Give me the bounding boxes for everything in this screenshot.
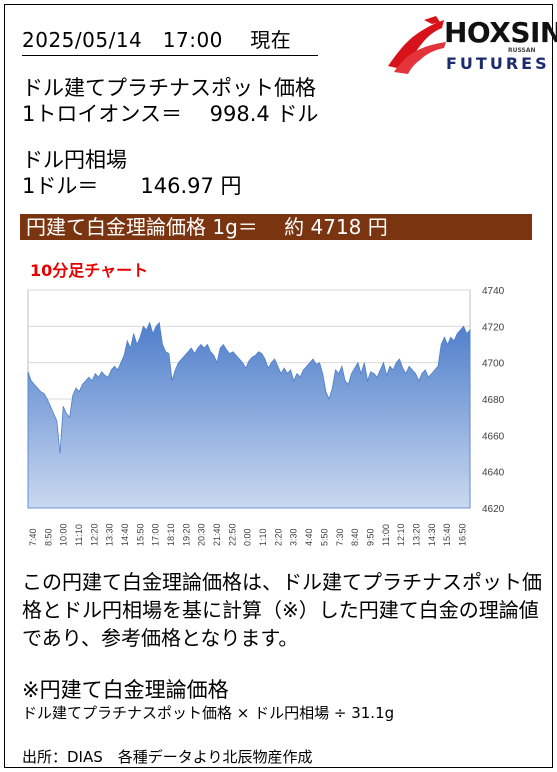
y-tick-label: 4720	[482, 322, 505, 333]
x-tick-label: 14:30	[427, 523, 437, 546]
x-tick-label: 11:00	[381, 524, 391, 546]
logo-name: HOXSIN	[444, 16, 557, 49]
x-tick-label: 8:40	[350, 528, 360, 546]
formula-text: ドル建てプラチナスポット価格 × ドル円相場 ÷ 31.1g	[22, 704, 395, 722]
fx-rate: 1ドル＝ 146.97 円	[22, 174, 242, 198]
description-text: この円建て白金理論価格は、ドル建てプラチナスポット価格とドル円相場を基に計算（※…	[22, 570, 542, 650]
x-tick-label: 10:00	[59, 523, 69, 546]
logo-small-text: RUSSAN	[508, 47, 536, 54]
y-tick-label: 4660	[482, 431, 505, 442]
x-tick-label: 7:40	[28, 528, 38, 546]
x-tick-label: 9:50	[365, 528, 375, 546]
x-tick-label: 1:10	[258, 528, 268, 546]
x-tick-label: 0:00	[243, 528, 253, 546]
y-tick-label: 4620	[482, 504, 505, 515]
x-tick-label: 8:50	[43, 528, 53, 546]
x-tick-label: 5:50	[319, 528, 329, 546]
x-tick-label: 18:10	[166, 523, 176, 546]
price-area-series	[27, 321, 471, 509]
datetime-label: 2025/05/14 17:00 現在	[22, 24, 318, 56]
chart-title: 10分足チャート	[30, 261, 149, 280]
x-tick-label: 16:50	[457, 523, 467, 546]
price-chart: 4620 4640 4660 4680 4700 4720 4740 7:40 8:50 10:0…	[27, 286, 505, 546]
x-tick-label: 15:40	[442, 523, 452, 546]
x-tick-label: 14:40	[120, 523, 130, 546]
x-tick-label: 15:50	[135, 523, 145, 546]
page-frame	[4, 4, 553, 768]
x-tick-label: 7:30	[335, 528, 345, 546]
x-tick-label: 13:30	[105, 523, 115, 546]
source-text: 出所：DIAS 各種データより北辰物産作成	[22, 748, 313, 766]
x-tick-label: 4:40	[304, 528, 314, 546]
x-tick-label: 11:10	[74, 524, 84, 546]
x-tick-label: 17:00	[151, 523, 161, 546]
y-tick-label: 4640	[482, 468, 505, 479]
x-tick-label: 22:50	[227, 523, 237, 546]
x-tick-label: 12:10	[396, 523, 406, 546]
formula-title: ※円建て白金理論価格	[22, 678, 229, 702]
x-tick-label: 19:20	[181, 523, 191, 546]
platinum-label: ドル建てプラチナスポット価格	[22, 76, 316, 100]
flag-icon	[388, 16, 446, 74]
x-tick-label: 3:30	[289, 528, 299, 546]
platinum-price: 1トロイオンス＝ 998.4 ドル	[22, 102, 319, 126]
y-tick-label: 4740	[482, 286, 505, 297]
yen-platinum-price-banner: 円建て白金理論価格 1g＝ 約 4718 円	[20, 214, 532, 240]
company-logo: HOXSIN RUSSAN FUTURES	[384, 14, 557, 76]
x-tick-label: 2:20	[273, 528, 283, 546]
y-tick-label: 4680	[482, 395, 505, 406]
x-tick-label: 12:20	[89, 523, 99, 546]
fx-label: ドル円相場	[22, 148, 127, 172]
x-tick-label: 20:30	[197, 523, 207, 546]
x-tick-label: 21:40	[212, 523, 222, 546]
y-tick-label: 4700	[482, 359, 505, 370]
x-tick-label: 13:20	[411, 523, 421, 546]
logo-sub: FUTURES	[446, 54, 550, 73]
